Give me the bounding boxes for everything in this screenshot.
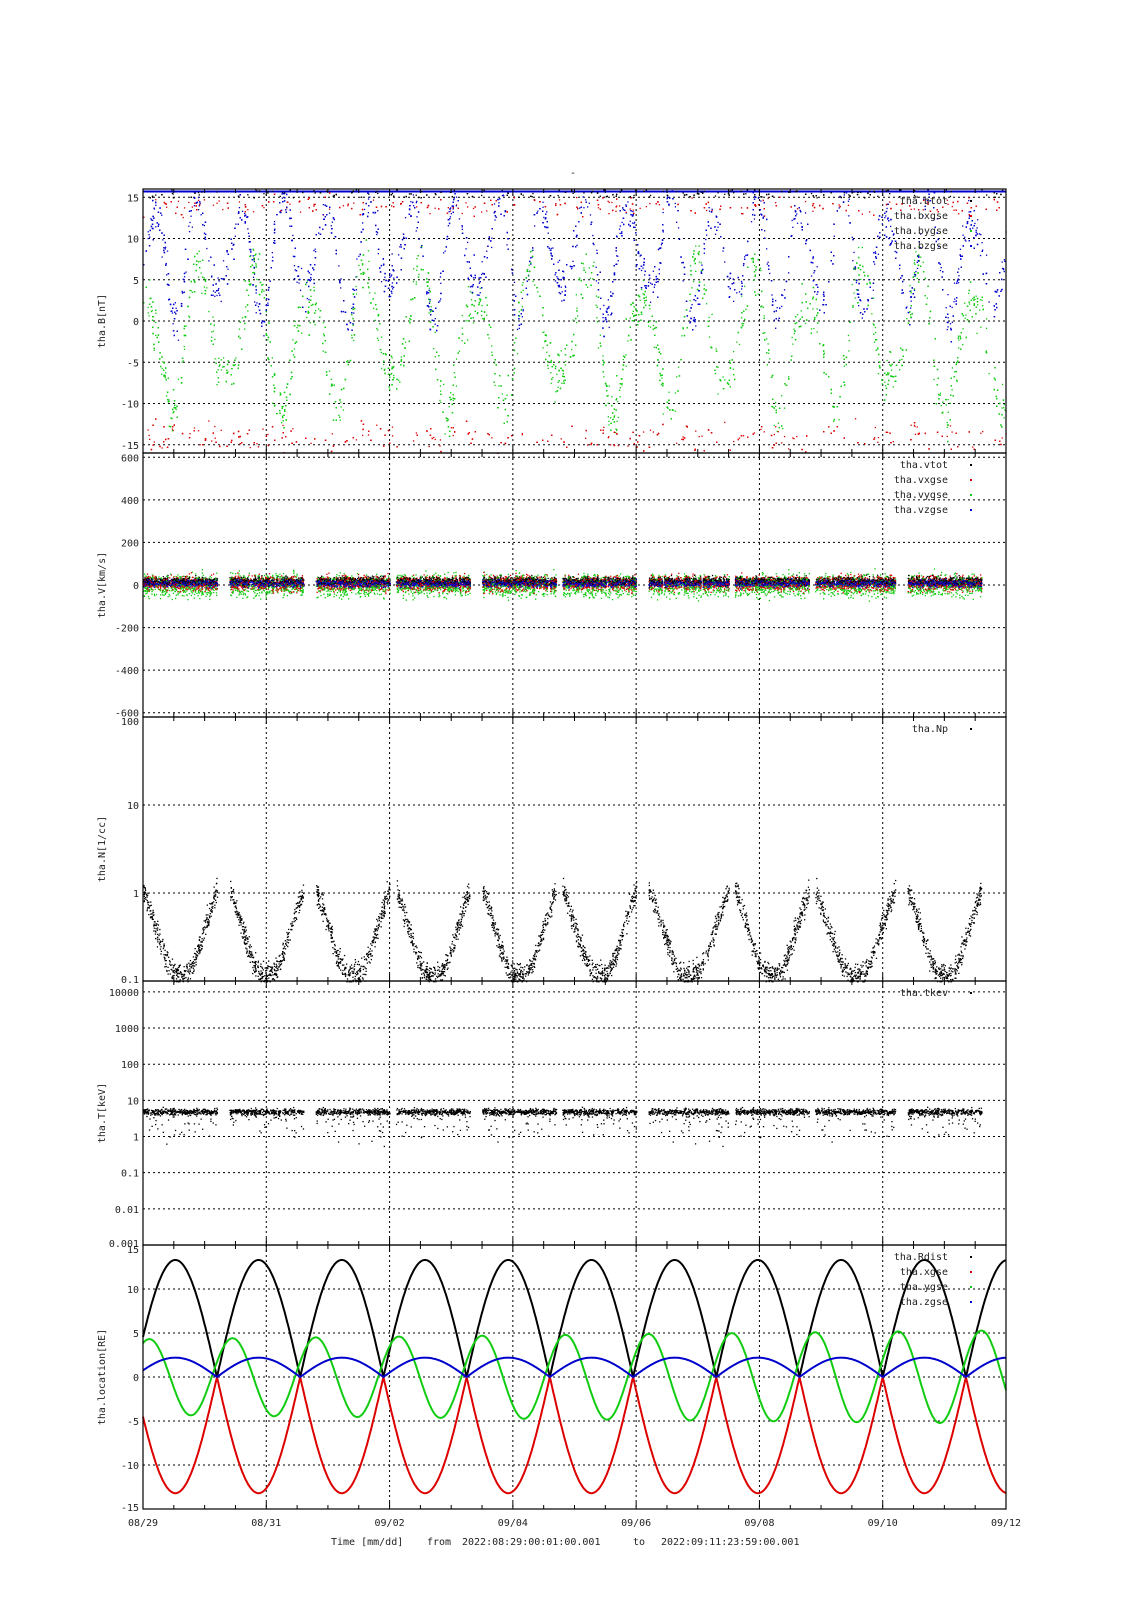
legend-marker bbox=[970, 992, 972, 994]
legend-marker bbox=[970, 230, 972, 232]
footer: Time [mm/dd] from 2022:08:29:00:01:00.00… bbox=[331, 1537, 799, 1548]
footer-from: 2022:08:29:00:01:00.001 bbox=[462, 1537, 600, 1548]
y-tick-label: 0.1 bbox=[121, 1169, 139, 1180]
x-tick-label: 09/04 bbox=[498, 1518, 528, 1529]
y-tick-label: 1 bbox=[133, 1133, 139, 1144]
y-tick-label: -10 bbox=[121, 1461, 139, 1472]
y-tick-label: 0 bbox=[133, 1373, 139, 1384]
footer-xlabel: Time [mm/dd] bbox=[331, 1537, 403, 1548]
legend-label: tha.btot bbox=[900, 196, 948, 207]
legend-label: tha.zgse bbox=[900, 1297, 948, 1308]
y-tick-label: 100 bbox=[121, 1060, 139, 1071]
x-tick-label: 09/10 bbox=[868, 1518, 898, 1529]
footer-to: 2022:09:11:23:59:00.001 bbox=[661, 1537, 799, 1548]
y-tick-label: 0 bbox=[133, 581, 139, 592]
legend-label: tha.bzgse bbox=[894, 241, 948, 252]
legend-marker bbox=[970, 728, 972, 730]
panels: 151050-5-10-15tha.B[nT]tha.btottha.bxgse… bbox=[97, 189, 1021, 1529]
legend-marker bbox=[970, 509, 972, 511]
y-tick-label: -15 bbox=[121, 441, 139, 452]
legend-label: tha.tkev bbox=[900, 988, 948, 999]
legend-marker bbox=[970, 1271, 972, 1273]
y-axis-label: tha.B[nT] bbox=[97, 294, 108, 348]
y-tick-label: 100 bbox=[121, 717, 139, 728]
figure-title: - bbox=[570, 168, 576, 179]
series-tha-xgse bbox=[143, 1377, 1006, 1493]
x-tick-label: 09/08 bbox=[744, 1518, 774, 1529]
x-tick-label: 09/12 bbox=[991, 1518, 1021, 1529]
x-tick-label: 08/29 bbox=[128, 1518, 158, 1529]
legend-label: tha.bygse bbox=[894, 226, 948, 237]
panel-3: 100 10 1 0.1 tha.N[1/cc] tha.Np bbox=[97, 717, 1006, 986]
y-tick-label: -400 bbox=[115, 666, 139, 677]
y-tick-label: 0.01 bbox=[115, 1205, 139, 1216]
legend-marker bbox=[970, 479, 972, 481]
y-tick-label: 10 bbox=[127, 1285, 139, 1296]
y-axis-label: tha.T[keV] bbox=[97, 1083, 108, 1143]
panel-1: 15 10 5 0 -5 -10 -15 tha.B[nT] tha.btot tha.bxgse… bbox=[97, 189, 1007, 454]
y-tick-label: -5 bbox=[127, 1417, 139, 1428]
legend-marker bbox=[970, 464, 972, 466]
y-tick-label: 15 bbox=[127, 1245, 139, 1256]
legend-marker bbox=[970, 494, 972, 496]
y-tick-label: 5 bbox=[133, 276, 139, 287]
panel-4: 1000010001001010.10.010.001tha.T[keV]tha… bbox=[97, 981, 1006, 1250]
plot-frame bbox=[143, 717, 1006, 981]
y-tick-label: -10 bbox=[121, 400, 139, 411]
legend-label: tha.vygse bbox=[894, 490, 948, 501]
y-tick-label: 10 bbox=[127, 1096, 139, 1107]
y-tick-label: 600 bbox=[121, 453, 139, 464]
y-tick-label: 1000 bbox=[115, 1024, 139, 1035]
legend-marker bbox=[970, 215, 972, 217]
x-tick-label: 08/31 bbox=[251, 1518, 281, 1529]
legend-marker bbox=[970, 1286, 972, 1288]
legend-label: tha.Np bbox=[912, 724, 948, 735]
y-tick-label: 5 bbox=[133, 1329, 139, 1340]
legend-label: tha.Rdist bbox=[894, 1252, 948, 1263]
y-tick-label: 10 bbox=[127, 235, 139, 246]
legend-label: tha.vtot bbox=[900, 460, 948, 471]
y-axis-label: tha.N[1/cc] bbox=[97, 816, 108, 882]
x-tick-label: 09/06 bbox=[621, 1518, 651, 1529]
y-tick-label: 400 bbox=[121, 496, 139, 507]
y-tick-label: -15 bbox=[121, 1503, 139, 1514]
y-tick-label: -5 bbox=[127, 358, 139, 369]
y-tick-label: 10 bbox=[127, 801, 139, 812]
panel-2: 6004002000-200-400-600tha.V[km/s]tha.vto… bbox=[97, 453, 1006, 720]
legend-label: tha.xgse bbox=[900, 1267, 948, 1278]
y-tick-label: 10000 bbox=[109, 988, 139, 999]
y-axis-label: tha.V[km/s] bbox=[97, 552, 108, 618]
y-axis-label: tha.location[RE] bbox=[97, 1329, 108, 1425]
y-tick-label: 0.1 bbox=[121, 975, 139, 986]
legend-label: tha.bxgse bbox=[894, 211, 948, 222]
legend-marker bbox=[970, 245, 972, 247]
legend-marker bbox=[970, 1256, 972, 1258]
panel-5: 15 10 5 0 -5 -10 -15 tha.location[RE] tha.Rdist t… bbox=[97, 1245, 1006, 1514]
y-tick-label: 200 bbox=[121, 538, 139, 549]
y-tick-label: -200 bbox=[115, 624, 139, 635]
series-tha-zgse bbox=[143, 1358, 1006, 1377]
legend-marker bbox=[970, 1301, 972, 1303]
footer-from-label: from bbox=[427, 1537, 451, 1548]
legend-label: tha.ygse bbox=[900, 1282, 948, 1293]
x-tick-label: 09/02 bbox=[375, 1518, 405, 1529]
legend-marker bbox=[970, 200, 972, 202]
y-tick-label: 15 bbox=[127, 193, 139, 204]
footer-to-label: to bbox=[633, 1537, 645, 1548]
legend-label: tha.vxgse bbox=[894, 475, 948, 486]
y-tick-label: 0 bbox=[133, 317, 139, 328]
legend-label: tha.vzgse bbox=[894, 505, 948, 516]
y-tick-label: 1 bbox=[133, 889, 139, 900]
